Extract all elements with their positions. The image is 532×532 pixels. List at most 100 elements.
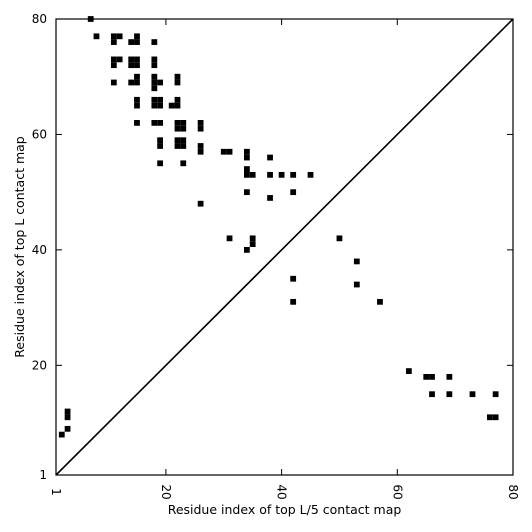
contact-point [134,120,140,126]
contact-point [151,96,158,103]
x-tick-label: 20 [159,484,173,499]
contact-point [151,102,158,109]
contact-point [174,120,181,126]
contact-point [110,79,117,86]
contact-point [110,62,117,69]
contact-point [353,281,360,288]
contact-point [134,39,140,45]
y-tick-label: 80 [32,12,47,26]
contact-point [157,120,164,126]
contact-point [307,171,314,178]
contact-point [151,62,158,69]
contact-point [353,258,360,265]
x-tick-labels: 1 20 40 60 80 [49,484,520,499]
contact-point [267,171,273,178]
contact-point [469,391,476,398]
contact-point [492,391,499,398]
contact-point [429,391,435,398]
contact-point [128,62,135,69]
contact-point [180,137,187,144]
contact-point [128,56,135,63]
contact-point [134,96,140,103]
plot-frame [55,18,514,476]
contact-point [110,33,117,40]
contact-point [174,143,181,149]
contact-point [174,79,181,86]
contact-point [244,189,250,196]
contact-point [423,373,430,380]
contact-point [151,120,158,126]
contact-point [180,143,187,149]
contact-point [93,33,100,40]
contact-point [134,79,140,86]
contact-point [157,143,164,149]
x-axis-label: Residue index of top L/5 contact map [168,502,402,517]
contact-point [492,414,499,421]
contact-point [226,235,233,242]
contact-point [64,414,71,421]
contact-point [168,102,175,109]
contact-point [249,241,256,247]
contact-point [64,425,71,432]
contact-point [180,160,187,167]
contact-point [151,56,158,63]
x-tick-label: 60 [390,484,404,499]
contact-point [405,368,412,374]
contact-point [151,85,158,92]
contact-point [128,79,135,86]
contact-point [197,125,204,132]
contact-point [134,102,140,109]
contact-point [134,73,140,80]
contact-point [244,154,250,161]
contact-point [134,33,140,40]
contact-point [151,39,158,45]
contact-point [110,56,117,63]
contact-point [151,73,158,80]
contact-point [486,414,493,421]
contact-point [128,39,135,45]
contact-point [267,154,273,161]
y-tick-label: 1 [39,468,47,482]
contact-point [290,171,297,178]
contact-point [110,39,117,45]
contact-point [278,171,285,178]
contact-point [446,373,453,380]
x-tick-label: 1 [49,488,63,496]
x-tick-label: 40 [275,484,289,499]
contact-point [151,79,158,86]
y-tick-labels: 1 20 40 60 80 [32,12,47,482]
contact-point [244,247,250,253]
contact-point [116,56,123,63]
contact-point [267,195,273,201]
contact-point [244,171,250,178]
contact-point [244,166,250,172]
contact-point [134,62,140,69]
contact-point [64,408,71,415]
contact-point [174,73,181,80]
contact-point [116,33,123,40]
contact-point [174,102,181,109]
contact-point [249,235,256,242]
contact-point [249,171,256,178]
contact-point [157,96,164,103]
contact-point [244,148,250,155]
contact-point [220,148,227,155]
contact-point [336,235,343,242]
contact-points [58,16,499,438]
contact-point [429,373,435,380]
contact-point [290,189,297,196]
contact-point [58,431,65,438]
contact-point [157,79,164,86]
contact-point [174,125,181,132]
contact-point [174,96,181,103]
y-axis-label: Residue index of top L contact map [12,136,27,357]
contact-point [197,143,204,149]
contact-point [197,120,204,126]
contact-point [290,298,297,305]
contact-point [290,275,297,282]
contact-point [157,102,164,109]
contact-point [157,160,164,167]
contact-point [226,148,233,155]
contact-point [180,125,187,132]
